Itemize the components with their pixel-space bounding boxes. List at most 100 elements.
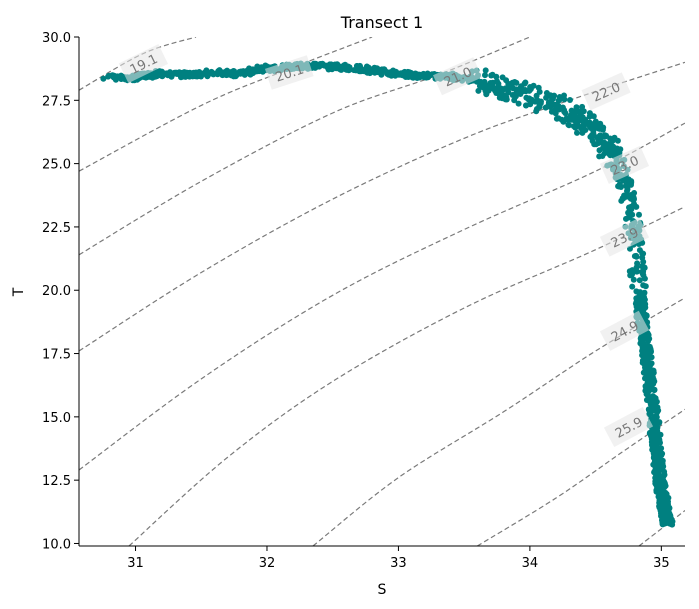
data-point <box>642 355 649 361</box>
data-point <box>156 68 163 75</box>
data-point <box>523 102 529 109</box>
density-contour-line <box>79 37 373 172</box>
data-point <box>620 195 627 202</box>
data-point <box>609 137 616 144</box>
data-point <box>640 272 647 279</box>
y-tick-label: 30.0 <box>42 31 71 46</box>
data-point <box>548 108 555 115</box>
data-point <box>642 283 649 290</box>
data-point <box>624 188 630 194</box>
data-point <box>639 254 646 261</box>
data-point <box>505 80 512 87</box>
data-point <box>245 69 252 76</box>
contour-label-box <box>599 145 650 184</box>
data-point <box>590 127 597 134</box>
data-point <box>533 106 540 112</box>
data-point <box>325 66 332 73</box>
data-point <box>657 439 663 446</box>
data-point <box>555 115 562 122</box>
data-point <box>163 70 170 77</box>
data-point <box>482 87 489 94</box>
data-point <box>568 116 575 123</box>
data-point <box>536 88 543 95</box>
data-point <box>498 90 505 97</box>
contour-label-box <box>433 57 483 96</box>
data-point <box>652 480 659 487</box>
data-point <box>639 343 646 350</box>
data-point <box>633 203 640 210</box>
data-point <box>643 313 650 319</box>
data-point <box>549 95 555 102</box>
contour-labels: 19.1 20.1 21.022.023.023.924.925.9 <box>118 44 654 448</box>
data-point <box>482 67 489 74</box>
data-point <box>657 462 663 469</box>
data-point <box>561 96 568 103</box>
data-point <box>381 66 388 73</box>
data-point <box>617 183 623 189</box>
data-point <box>482 82 489 89</box>
axes: 31 32 33 34 35 10.0 12.5 15.0 17.5 20.0 22.5 25.0 27… <box>42 31 685 571</box>
data-point <box>475 87 482 94</box>
contour-label-box <box>264 55 314 90</box>
data-point <box>658 478 665 485</box>
data-point <box>256 68 263 75</box>
data-point <box>147 72 154 79</box>
data-point <box>636 277 643 284</box>
data-point <box>646 411 653 418</box>
data-point <box>602 133 609 140</box>
data-point <box>210 71 217 78</box>
data-point <box>589 121 596 128</box>
density-contour-line <box>638 510 685 546</box>
data-point <box>662 500 669 507</box>
contour-label-box <box>581 72 631 111</box>
data-point <box>586 110 593 117</box>
y-tick-label: 15.0 <box>42 411 71 426</box>
data-point <box>249 70 256 77</box>
data-point <box>642 383 649 390</box>
x-tick-label: 32 <box>259 556 276 571</box>
x-axis-label: S <box>378 582 387 598</box>
data-point <box>371 69 378 76</box>
data-point <box>640 306 647 312</box>
data-point <box>530 82 537 89</box>
data-point <box>552 101 559 108</box>
data-point <box>158 72 165 79</box>
contour-label: 22.0 <box>581 72 631 111</box>
density-contour-line <box>79 61 685 352</box>
data-point <box>605 148 612 155</box>
data-point <box>578 125 584 132</box>
density-contour-line <box>476 408 685 546</box>
data-point <box>630 276 637 283</box>
y-axis-label: T <box>11 287 27 297</box>
data-point <box>567 97 573 103</box>
data-point <box>596 153 603 160</box>
data-point <box>566 122 572 129</box>
data-point <box>629 283 636 290</box>
data-point <box>644 346 651 353</box>
x-tick-label: 34 <box>522 556 539 571</box>
data-point <box>490 85 497 92</box>
data-point <box>513 79 520 86</box>
y-tick-label: 25.0 <box>42 158 71 173</box>
data-point <box>636 211 642 218</box>
data-point <box>561 107 568 114</box>
data-point <box>660 490 667 497</box>
data-point <box>317 61 324 67</box>
contour-label-box <box>599 217 650 257</box>
data-point <box>495 80 502 87</box>
data-point <box>366 70 373 77</box>
data-point <box>529 97 536 103</box>
data-point <box>628 192 635 198</box>
x-tick-label: 35 <box>653 556 670 571</box>
data-point <box>633 264 640 271</box>
data-point <box>105 73 112 80</box>
data-point <box>596 123 603 130</box>
data-point <box>522 79 529 86</box>
data-point <box>641 264 648 271</box>
data-point <box>534 97 541 104</box>
data-point <box>196 69 203 75</box>
data-point <box>630 269 637 276</box>
data-point <box>652 450 659 457</box>
data-point <box>588 132 595 139</box>
